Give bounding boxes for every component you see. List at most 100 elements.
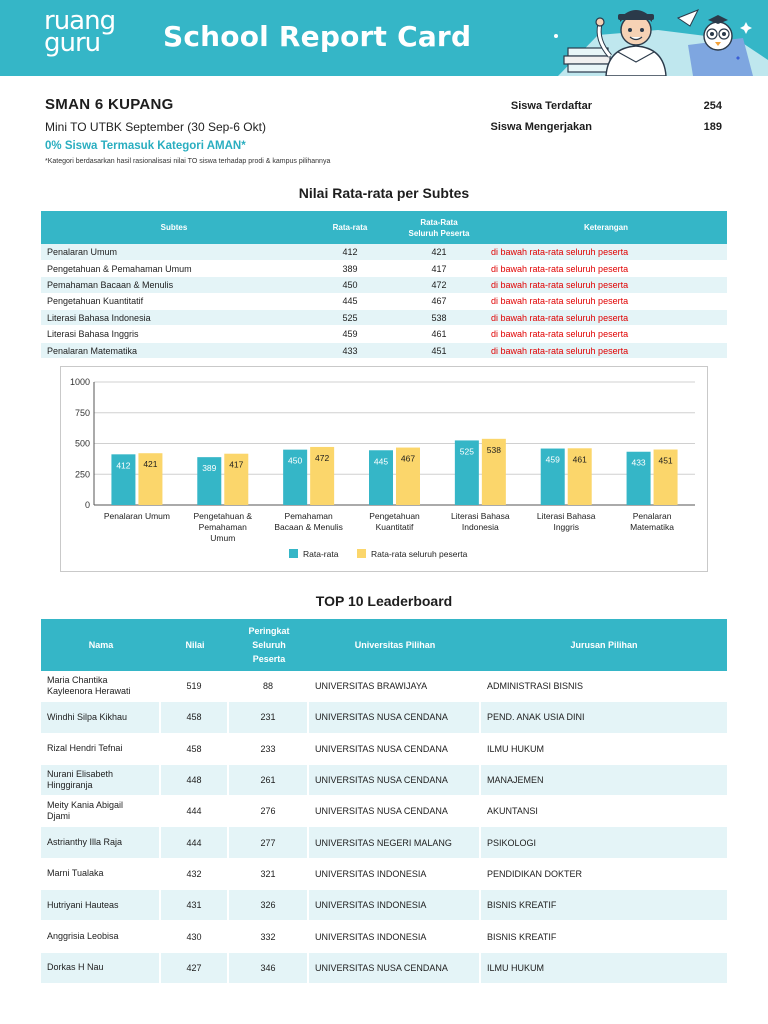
- student-score: 430: [161, 921, 229, 953]
- chart-x-tick-label: Indonesia: [462, 522, 499, 532]
- leaderboard-row: Dorkas H Nau 427 346 UNIVERSITAS NUSA CENDA…: [41, 952, 727, 984]
- subtest-name: Literasi Bahasa Indonesia: [41, 309, 307, 327]
- leaderboard-row: Rizal Hendri Tefnai 458 233 UNIVERSITAS NUS…: [41, 733, 727, 765]
- student-name: Windhi Silpa Kikhau: [41, 702, 161, 734]
- legend-swatch-rata: [289, 549, 298, 558]
- leaderboard-table: Nama Nilai Peringkat Seluruh Peserta Uni…: [41, 619, 727, 984]
- student-university: UNIVERSITAS NEGERI MALANG: [309, 827, 481, 859]
- subtest-bar-chart: 0 250 500 750 1000 412 421 Penalaran Umum 389 417…: [60, 366, 708, 572]
- col-rata-seluruh-line2: Seluruh Peserta: [408, 228, 470, 238]
- subtest-rata: 412: [307, 244, 393, 261]
- leaderboard-row: Windhi Silpa Kikhau 458 231 UNIVERSITAS NUS…: [41, 702, 727, 734]
- student-major: PEND. ANAK USIA DINI: [481, 702, 727, 734]
- chart-data-label: 525: [460, 446, 474, 456]
- leaderboard-row: Maria Chantika Kayleenora Herawati 519 88 UN…: [41, 671, 727, 703]
- subtest-rata: 450: [307, 276, 393, 294]
- subtest-row: Pengetahuan Kuantitatif 445 467 di bawah ra…: [41, 293, 727, 311]
- student-score: 448: [161, 764, 229, 797]
- chart-bar-rata: [111, 454, 136, 505]
- col-peringkat-line2: Seluruh: [252, 640, 286, 650]
- col-nama: Nama: [41, 619, 161, 671]
- col-peringkat: Peringkat Seluruh Peserta: [229, 619, 309, 671]
- student-name: Meity Kania Abigail Djami: [41, 796, 161, 828]
- leaderboard-row: Hutriyani Hauteas 431 326 UNIVERSITAS INDON…: [41, 890, 727, 922]
- chart-x-tick-label: Inggris: [553, 522, 579, 532]
- student-major: ADMINISTRASI BISNIS: [481, 671, 727, 703]
- student-rank: 321: [229, 858, 309, 891]
- student-name-line1: Hutriyani Hauteas: [47, 899, 119, 910]
- student-rank: 88: [229, 671, 309, 703]
- chart-data-label: 472: [315, 453, 329, 463]
- student-university: UNIVERSITAS NUSA CENDANA: [309, 796, 481, 828]
- subtest-seluruh: 472: [393, 276, 485, 294]
- subtest-seluruh: 467: [393, 293, 485, 311]
- ruangguru-logo: ruang guru: [44, 8, 116, 56]
- legend-label-seluruh: Rata-rata seluruh peserta: [371, 549, 468, 559]
- student-university: UNIVERSITAS BRAWIJAYA: [309, 671, 481, 703]
- chart-x-tick-label: Pemahaman: [285, 511, 333, 521]
- subtest-name: Literasi Bahasa Inggris: [41, 325, 307, 343]
- chart-y-tick-label: 0: [85, 500, 90, 510]
- chart-y-tick-label: 750: [75, 408, 90, 418]
- leaderboard-row: Nurani Elisabeth Hinggiranja 448 261 UNIVERS…: [41, 764, 727, 797]
- student-university: UNIVERSITAS INDONESIA: [309, 858, 481, 891]
- student-university: UNIVERSITAS NUSA CENDANA: [309, 733, 481, 765]
- registered-students-value: 254: [703, 100, 722, 112]
- chart-bar-seluruh: [481, 438, 506, 505]
- subtest-keterangan: di bawah rata-rata seluruh peserta: [485, 276, 727, 294]
- chart-data-label: 433: [631, 458, 645, 468]
- subtest-row: Literasi Bahasa Indonesia 525 538 di bawah …: [41, 309, 727, 327]
- subtest-seluruh: 417: [393, 260, 485, 278]
- col-rata-rata: Rata-rata: [307, 211, 393, 244]
- registered-students-label: Siswa Terdaftar: [510, 100, 592, 112]
- chart-y-tick-label: 250: [75, 469, 90, 479]
- student-name: Maria Chantika Kayleenora Herawati: [41, 671, 161, 703]
- chart-bar-rata: [369, 450, 393, 505]
- student-name: Rizal Hendri Tefnai: [41, 733, 161, 765]
- subtest-rata: 459: [307, 325, 393, 343]
- chart-bar-seluruh: [224, 453, 249, 505]
- chart-data-label: 445: [374, 456, 388, 466]
- chart-bar-seluruh: [396, 447, 420, 505]
- student-rank: 326: [229, 890, 309, 922]
- legend-label-rata: Rata-rata: [303, 549, 339, 559]
- chart-x-tick-label: Kuantitatif: [376, 522, 414, 532]
- subtest-name: Pemahaman Bacaan & Menulis: [41, 276, 307, 294]
- subtest-keterangan: di bawah rata-rata seluruh peserta: [485, 293, 727, 311]
- student-name-line1: Marni Tualaka: [47, 868, 104, 879]
- chart-data-label: 459: [546, 455, 560, 465]
- col-rata-seluruh-line1: Rata-Rata: [420, 217, 458, 227]
- chart-x-tick-label: Literasi Bahasa: [537, 511, 596, 521]
- leaderboard-row: Anggrisia Leobisa 430 332 UNIVERSITAS INDON…: [41, 921, 727, 953]
- chart-bar-rata: [626, 451, 651, 505]
- subtest-seluruh: 421: [393, 244, 485, 261]
- student-score: 458: [161, 733, 229, 765]
- student-university: UNIVERSITAS INDONESIA: [309, 921, 481, 953]
- subtest-row: Pengetahuan & Pemahaman Umum 389 417 di baw…: [41, 260, 727, 278]
- chart-data-label: 461: [573, 454, 587, 464]
- subtest-name: Penalaran Umum: [41, 244, 307, 261]
- subtest-rata: 433: [307, 342, 393, 360]
- subtest-row: Pemahaman Bacaan & Menulis 450 472 di bawah…: [41, 276, 727, 294]
- student-major: BISNIS KREATIF: [481, 921, 727, 953]
- student-name-line1: Nurani Elisabeth: [47, 769, 114, 780]
- chart-x-tick-label: Pemahaman: [199, 522, 247, 532]
- student-name-line1: Dorkas H Nau: [47, 962, 104, 973]
- chart-bar-seluruh: [310, 446, 335, 505]
- chart-data-label: 421: [143, 459, 157, 469]
- student-score: 427: [161, 952, 229, 984]
- student-name-line1: Meity Kania Abigail: [47, 800, 124, 811]
- subtest-name: Penalaran Matematika: [41, 342, 307, 360]
- student-score: 444: [161, 796, 229, 828]
- subtest-rata: 445: [307, 293, 393, 311]
- chart-y-tick-label: 500: [75, 439, 90, 449]
- student-university: UNIVERSITAS NUSA CENDANA: [309, 702, 481, 734]
- school-name: SMAN 6 KUPANG: [45, 96, 174, 113]
- subtest-rata: 389: [307, 260, 393, 278]
- event-name: Mini TO UTBK September (30 Sep-6 Okt): [45, 120, 266, 134]
- chart-y-tick-label: 1000: [70, 377, 90, 387]
- student-university: UNIVERSITAS INDONESIA: [309, 890, 481, 922]
- leaderboard-header: Nama Nilai Peringkat Seluruh Peserta Uni…: [41, 619, 727, 671]
- subtest-keterangan: di bawah rata-rata seluruh peserta: [485, 325, 727, 343]
- student-name: Dorkas H Nau: [41, 952, 161, 984]
